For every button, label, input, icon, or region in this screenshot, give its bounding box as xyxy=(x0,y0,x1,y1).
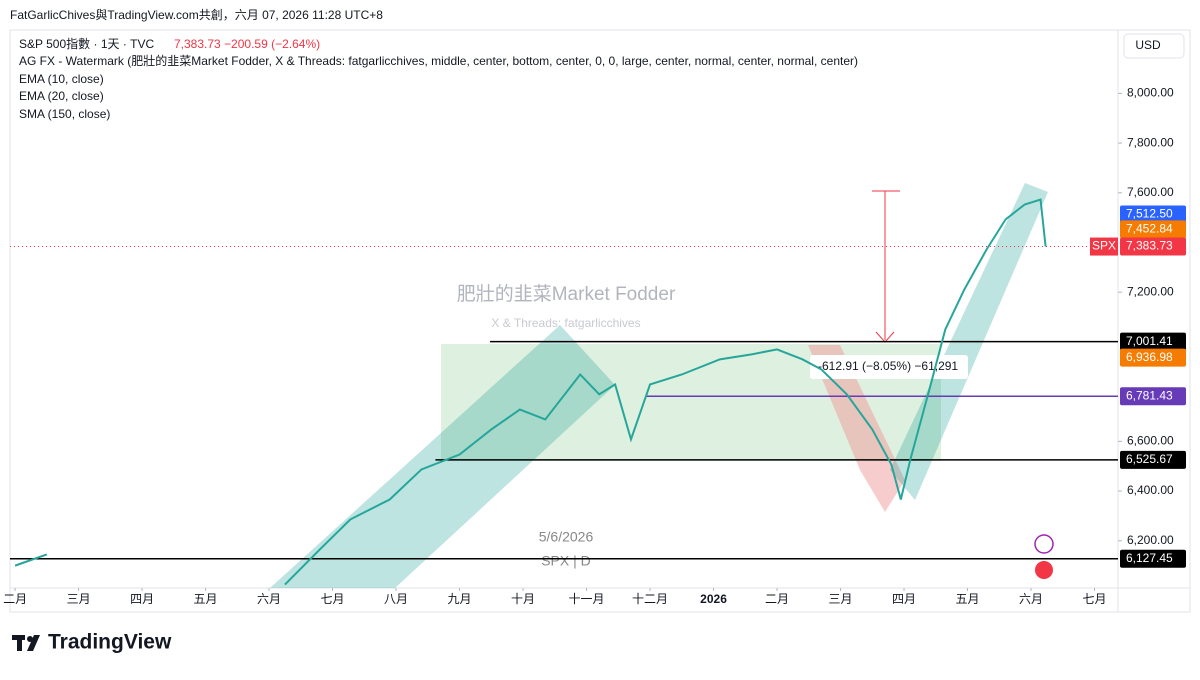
price-label-box xyxy=(1120,387,1186,406)
x-tick-label: 六月 xyxy=(1019,592,1043,606)
legend-indicator: EMA (10, close) xyxy=(19,72,104,86)
y-tick-label: 6,200.00 xyxy=(1127,533,1174,547)
price-label-box xyxy=(1120,220,1186,239)
currency[interactable]: USD xyxy=(1135,38,1161,52)
watermark-title: 肥壯的韭菜Market Fodder xyxy=(457,283,676,305)
symbol-note: SPX | D xyxy=(541,553,591,569)
y-tick-label: 6,600.00 xyxy=(1127,434,1174,448)
down-channel xyxy=(808,345,905,512)
price-label: 6,781.43 xyxy=(1126,388,1173,402)
header: FatGarlicChives與TradingView.com共創，六月 07,… xyxy=(10,8,383,22)
price-label-box xyxy=(1120,549,1186,568)
price-label: 7,452.84 xyxy=(1126,222,1173,236)
channel xyxy=(270,325,615,588)
y-tick-label: 7,800.00 xyxy=(1127,135,1174,149)
currency-button[interactable] xyxy=(1123,33,1185,59)
symbol-tag xyxy=(1090,237,1118,256)
x-tick-label: 四月 xyxy=(130,592,154,606)
x-tick-label: 三月 xyxy=(829,592,853,606)
legend-indicator: AG FX - Watermark (肥壯的韭菜Market Fodder, X… xyxy=(19,53,858,68)
annotation-box xyxy=(810,355,968,379)
x-tick-label: 九月 xyxy=(448,592,472,606)
price-label: 6,127.45 xyxy=(1126,551,1173,565)
legend-indicator: SMA (150, close) xyxy=(19,107,110,121)
x-tick-label: 七月 xyxy=(321,592,345,606)
price-label: 6,525.67 xyxy=(1126,452,1173,466)
x-tick-label: 七月 xyxy=(1082,592,1106,606)
x-tick-label: 十一月 xyxy=(569,592,605,606)
price-label-box xyxy=(1120,237,1186,256)
y-tick-label: 7,600.00 xyxy=(1127,185,1174,199)
price-label-box xyxy=(1120,205,1186,224)
logo: TradingView xyxy=(48,631,172,654)
price-label: 7,512.50 xyxy=(1126,207,1173,221)
y-tick-label: 8,000.00 xyxy=(1127,86,1174,100)
frame xyxy=(9,29,1191,613)
x-tick-label: 五月 xyxy=(194,592,218,606)
price-label: 7,001.41 xyxy=(1126,334,1173,348)
x-tick-label: 八月 xyxy=(384,592,408,606)
event-icon[interactable] xyxy=(1034,534,1054,554)
x-tick-label: 二月 xyxy=(3,592,27,606)
price-label-box xyxy=(1120,332,1186,351)
x-tick-label: 五月 xyxy=(956,592,980,606)
date-note: 5/6/2026 xyxy=(539,529,594,545)
price-label-box xyxy=(1120,348,1186,367)
y-tick-label: 7,200.00 xyxy=(1127,284,1174,298)
y-tick-label: 6,400.00 xyxy=(1127,483,1174,497)
event-icon[interactable] xyxy=(1035,561,1053,579)
logo-icon xyxy=(12,635,40,651)
legend-symbol: S&P 500指數 · 1天 · TVC xyxy=(19,36,154,51)
legend-quote: 7,383.73 −200.59 (−2.64%) xyxy=(174,37,320,51)
x-tick-label: 四月 xyxy=(892,592,916,606)
price-label: 6,936.98 xyxy=(1126,350,1173,364)
price-label-box xyxy=(1120,450,1186,469)
price-line xyxy=(14,198,1047,586)
annotation: -612.91 (−8.05%) −61,291 xyxy=(818,359,958,373)
x-tick-label: 十二月 xyxy=(632,592,668,606)
legend-indicator: EMA (20, close) xyxy=(19,89,104,103)
symbol-tag-label: SPX xyxy=(1092,239,1116,253)
watermark-subtitle: X & Threads: fatgarlicchives xyxy=(491,316,640,330)
x-tick-label: 2026 xyxy=(700,592,727,606)
price-label: 7,383.73 xyxy=(1126,239,1173,253)
x-tick-label: 三月 xyxy=(67,592,91,606)
x-tick-label: 十月 xyxy=(511,592,535,606)
x-tick-label: 二月 xyxy=(765,592,789,606)
x-tick-label: 六月 xyxy=(257,592,281,606)
